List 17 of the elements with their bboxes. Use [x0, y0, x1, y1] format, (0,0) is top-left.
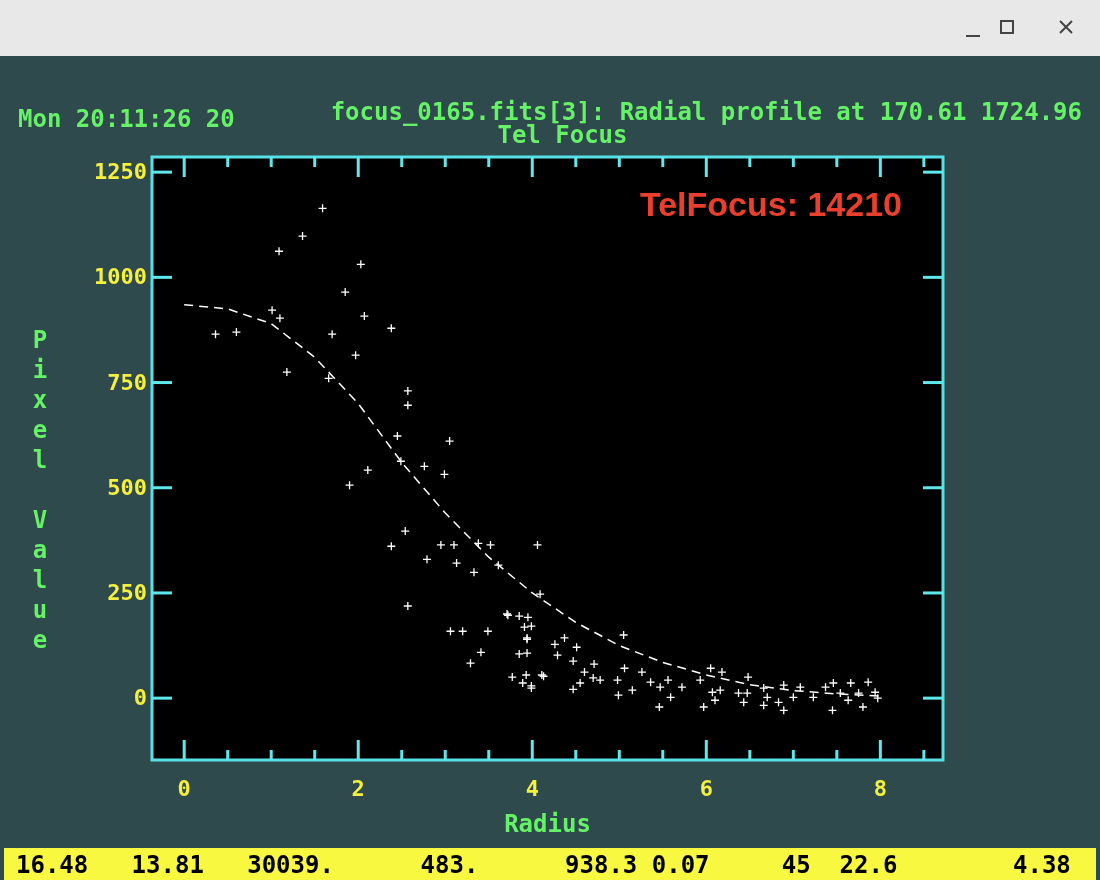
y-tick-label: 1250 — [94, 159, 147, 185]
y-tick-label: 500 — [107, 474, 147, 500]
x-tick-label: 6 — [699, 776, 713, 801]
x-axis-title: Radius — [504, 810, 591, 838]
y-tick-label: 1000 — [94, 264, 147, 290]
text: Pixel Value — [32, 326, 48, 654]
y-tick-label: 250 — [107, 579, 147, 605]
x-tick-label: 8 — [873, 776, 887, 801]
y-tick-label: 0 — [133, 685, 147, 711]
x-tick-label: 2 — [351, 776, 365, 801]
y-tick-label: 750 — [107, 369, 147, 395]
x-tick-label: 4 — [525, 776, 539, 801]
annotation: TelFocus: 14210 — [639, 185, 902, 223]
chart-title: focus_0165.fits[3]: Radial profile at 170.61 1724.96 — [330, 98, 1082, 126]
text: Mon 20:11:26 20 — [18, 105, 235, 133]
text: 16.48 13.81 30039. 483. 938.3 0.07 45 22.6 4.38 — [16, 851, 1071, 879]
x-tick-label: 0 — [177, 776, 191, 801]
